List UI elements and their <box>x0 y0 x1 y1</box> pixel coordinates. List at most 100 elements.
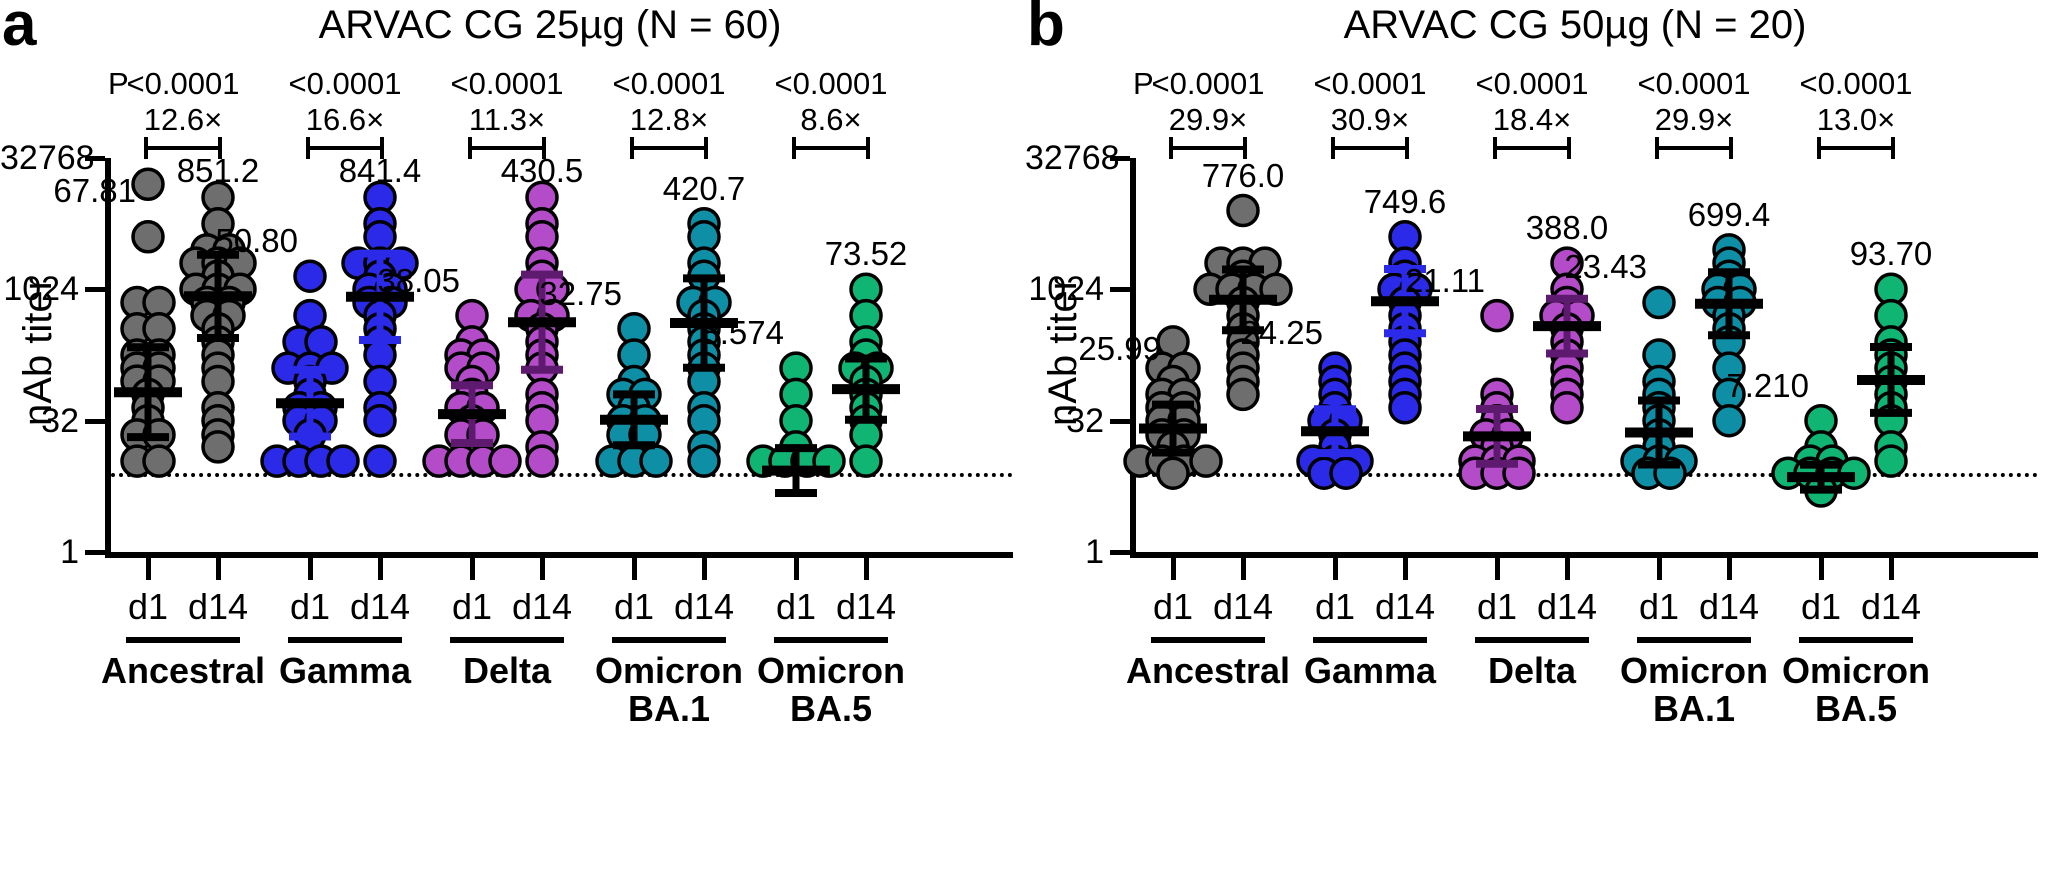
d14-mean-label-0: 776.0 <box>1201 156 1285 194</box>
y-tick <box>1110 418 1130 424</box>
y-tick-label: 32768 <box>0 139 95 177</box>
fold-rise-0: 29.9× <box>1168 102 1248 137</box>
group-rule-4 <box>1799 637 1913 643</box>
d1-mean-label-4: 8.574 <box>701 314 784 352</box>
d1-mean-label-3: 32.75 <box>539 274 622 312</box>
group-label-3: Omicron BA.1 <box>594 650 744 730</box>
d1-mean-label-1: 24.25 <box>1240 314 1323 352</box>
data-point <box>201 430 235 464</box>
fold-rise-2: 11.3× <box>468 102 546 137</box>
p-value-1: <0.0001 <box>288 66 402 101</box>
d1-mean-label-2: 38.05 <box>377 261 460 299</box>
data-point <box>1550 390 1584 425</box>
y-tick-label: 32768 <box>1025 139 1120 177</box>
y-tick <box>85 550 105 555</box>
x-tick <box>1819 558 1824 580</box>
x-tick-label: d1 <box>613 586 655 627</box>
group-rule-3 <box>612 637 726 643</box>
data-point <box>1189 444 1223 478</box>
group-rule-0 <box>126 637 240 643</box>
data-point <box>1329 456 1363 490</box>
p-value-0: <0.0001 <box>1151 66 1265 101</box>
x-tick-label: d1 <box>1638 586 1680 627</box>
panel-letter-a: a <box>2 0 36 59</box>
panel-b: b ARVAC CG 50µg (N = 20) P 32768 1024 32 1 nAb … <box>1025 0 2050 869</box>
y-tick-label: 1024 <box>3 270 79 309</box>
y-tick-label: 32 <box>41 401 79 440</box>
x-tick-label: d1 <box>1476 586 1518 627</box>
group-label-1: Gamma <box>1303 650 1437 691</box>
data-point <box>488 444 522 478</box>
x-tick <box>1727 558 1732 580</box>
d14-mean-label-0: 851.2 <box>176 152 260 189</box>
d1-mean-label-2: 21.11 <box>1404 261 1485 299</box>
x-tick-label: d1 <box>1152 586 1194 627</box>
group-rule-1 <box>1313 637 1427 643</box>
fold-rise-4: 13.0× <box>1816 102 1896 137</box>
data-point <box>326 444 360 478</box>
data-point <box>687 444 721 478</box>
d1-mean-label-4: 7.210 <box>1726 366 1809 404</box>
x-tick <box>378 558 383 580</box>
panel-a: a ARVAC CG 25µg (N = 60) P 32768 1024 32 1 nAb … <box>0 0 1013 730</box>
p-value-4: <0.0001 <box>1799 66 1913 101</box>
d14-mean-label-1: 841.4 <box>338 152 422 189</box>
x-tick-label: d14 <box>1212 586 1274 627</box>
p-symbol-label: P <box>1133 66 1154 101</box>
group-label-4: Omicron BA.5 <box>1781 650 1931 730</box>
fold-bracket-2 <box>468 137 546 159</box>
y-tick-label: 1 <box>1085 533 1104 571</box>
p-value-2: <0.0001 <box>450 66 564 101</box>
x-tick-label: d14 <box>349 586 411 627</box>
x-tick <box>794 558 799 580</box>
x-tick <box>1495 558 1500 580</box>
panel-title: ARVAC CG 50µg (N = 20) <box>1343 3 1807 47</box>
fold-rise-1: 16.6× <box>305 102 385 137</box>
group-label-0: Ancestral <box>100 650 266 691</box>
d14-mean-label-2: 388.0 <box>1525 209 1609 247</box>
fold-rise-4: 8.6× <box>800 102 862 137</box>
panel-title: ARVAC CG 25µg (N = 60) <box>318 3 782 47</box>
fold-bracket-2 <box>1493 137 1571 159</box>
x-tick <box>1333 558 1338 580</box>
p-value-1: <0.0001 <box>1313 66 1427 101</box>
group-rule-4 <box>774 637 888 643</box>
data-point <box>1156 456 1190 490</box>
d14-mean-label-1: 749.6 <box>1363 182 1447 220</box>
y-tick-label: 1 <box>60 533 79 571</box>
x-tick-label: d1 <box>289 586 331 627</box>
limit-of-detection-line <box>111 473 1013 478</box>
d14-mean-label-3: 420.7 <box>662 169 746 207</box>
x-tick-label: d14 <box>511 586 573 627</box>
fold-bracket-3 <box>630 137 708 159</box>
data-point <box>293 259 327 293</box>
d14-mean-label-4: 73.52 <box>824 235 908 273</box>
p-value-4: <0.0001 <box>774 66 888 101</box>
data-point <box>639 444 673 478</box>
x-tick-label: d14 <box>1698 586 1760 627</box>
data-point <box>131 220 165 254</box>
x-tick-label: d1 <box>451 586 493 627</box>
group-label-0: Ancestral <box>1125 650 1291 691</box>
d1-mean-label-1: 50.80 <box>215 222 298 260</box>
x-tick <box>1241 558 1246 580</box>
x-tick <box>702 558 707 580</box>
x-tick <box>308 558 313 580</box>
x-tick-label: d1 <box>127 586 169 627</box>
p-value-3: <0.0001 <box>612 66 726 101</box>
x-tick <box>1889 558 1894 580</box>
d1-mean-label-0: 25.99 <box>1078 329 1161 367</box>
data-point <box>1388 390 1422 425</box>
fold-rise-2: 18.4× <box>1492 102 1572 137</box>
y-axis-line <box>1130 158 1136 558</box>
scatter-points-layer <box>1123 193 1925 508</box>
y-tick <box>1110 550 1130 555</box>
x-tick <box>864 558 869 580</box>
x-tick <box>1657 558 1662 580</box>
group-label-2: Delta <box>462 650 552 691</box>
group-rule-0 <box>1151 637 1265 643</box>
x-tick-label: d14 <box>673 586 735 627</box>
y-tick-label: 32 <box>1066 401 1104 440</box>
scatter-points-layer <box>114 167 900 497</box>
